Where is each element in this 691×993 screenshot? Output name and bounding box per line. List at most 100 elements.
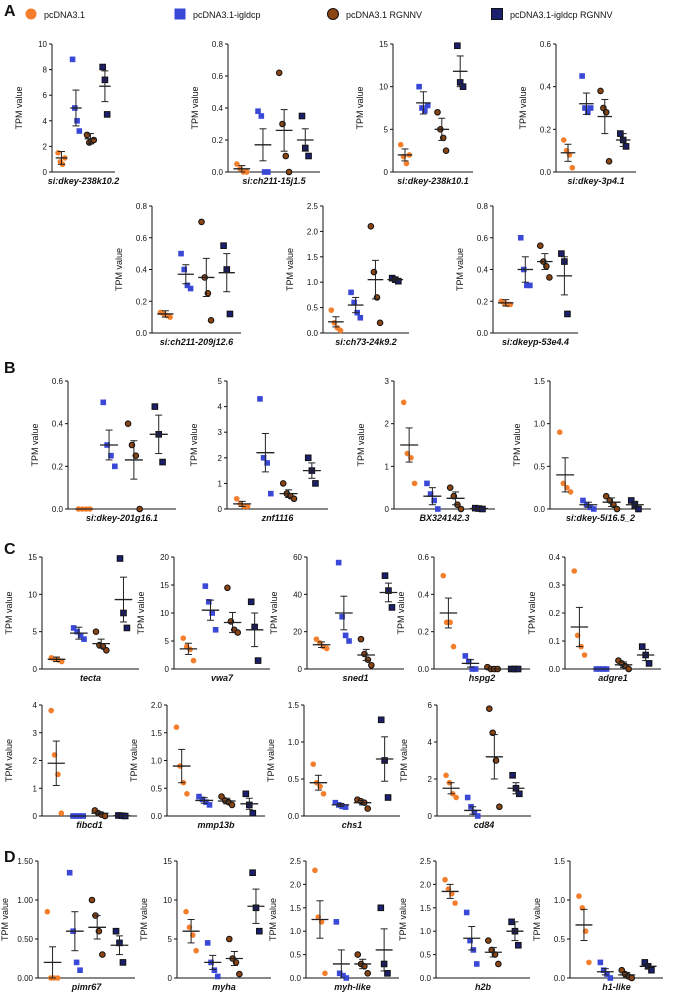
data-point xyxy=(604,971,610,977)
y-tick-label: 3 xyxy=(33,729,38,738)
y-tick-label: 1.0 xyxy=(151,757,163,766)
data-point xyxy=(55,150,61,156)
y-tick-label: 0.0 xyxy=(477,329,489,338)
data-point xyxy=(416,83,422,90)
series-group xyxy=(556,429,575,495)
y-tick-label: 0.0 xyxy=(52,505,64,514)
data-point xyxy=(556,429,563,436)
y-tick-label: 6 xyxy=(43,91,48,100)
series-group xyxy=(233,495,252,510)
y-tick-label: 0.0 xyxy=(420,974,432,983)
data-point xyxy=(602,108,610,116)
series-group xyxy=(245,598,264,664)
y-tick-label: 1.5 xyxy=(151,729,163,738)
y-tick-label: 0.4 xyxy=(212,104,224,113)
gene-label: si:dkeyp-53e4.4 xyxy=(502,337,569,347)
y-tick-label: 0.0 xyxy=(534,505,546,514)
y-axis-label: TPM value xyxy=(266,739,276,782)
data-point xyxy=(560,137,567,143)
data-point xyxy=(342,632,349,639)
data-point xyxy=(638,643,646,650)
data-point xyxy=(312,867,318,874)
panel-label: D xyxy=(4,849,16,866)
data-point xyxy=(427,491,434,497)
data-point xyxy=(298,112,306,120)
y-tick-label: 15 xyxy=(160,581,169,590)
panel-label: A xyxy=(4,3,16,20)
data-point xyxy=(443,772,449,779)
data-point xyxy=(581,652,588,658)
data-point xyxy=(167,314,173,320)
y-tick-label: 0.0 xyxy=(212,168,224,177)
panel-label: B xyxy=(4,360,16,377)
y-tick-label: 0.6 xyxy=(212,72,224,81)
y-tick-label: 0.5 xyxy=(554,935,566,944)
y-tick-label: 2 xyxy=(385,420,390,429)
y-tick-label: 0.8 xyxy=(477,202,489,211)
data-point xyxy=(579,73,585,79)
data-point xyxy=(193,947,199,954)
series-group xyxy=(615,130,631,150)
series-group xyxy=(618,966,636,982)
y-tick-label: 0 xyxy=(298,665,303,674)
gene-label: si:dkey-201g16.1 xyxy=(86,513,158,523)
y-tick-label: 0.0 xyxy=(418,665,430,674)
y-tick-label: 0.4 xyxy=(477,266,489,275)
y-tick-label: 1.00 xyxy=(17,896,33,905)
data-point xyxy=(54,975,61,981)
series-group xyxy=(113,812,131,820)
y-tick-label: 2 xyxy=(218,454,223,463)
data-point xyxy=(249,809,257,817)
series-group xyxy=(347,289,364,321)
y-tick-label: 15 xyxy=(28,553,37,562)
data-point xyxy=(576,893,582,899)
series-group xyxy=(254,108,272,175)
y-tick-label: 1.0 xyxy=(534,420,546,429)
y-tick-label: 2.0 xyxy=(151,701,163,710)
series-group xyxy=(240,790,259,817)
data-point xyxy=(464,794,471,801)
series-group xyxy=(198,218,215,324)
data-point xyxy=(112,927,120,935)
chart-19: 0.0 0.5 1.0 1.5 TPM value chs1 xyxy=(266,701,400,830)
data-point xyxy=(463,909,470,916)
legend-marker xyxy=(25,8,37,20)
data-point xyxy=(336,970,343,977)
y-tick-label: 1 xyxy=(33,784,38,793)
y-tick-label: 0.2 xyxy=(540,125,552,134)
data-point xyxy=(112,463,118,470)
series-group xyxy=(309,761,328,797)
y-tick-label: 4 xyxy=(218,403,223,412)
data-point xyxy=(58,810,65,817)
y-tick-label: 0.2 xyxy=(418,628,430,637)
series-group xyxy=(275,69,293,176)
y-tick-label: 0.8 xyxy=(212,40,224,49)
data-point xyxy=(607,975,614,981)
chart-3: 0 5 10 15 TPM value si:dkey-238k10.1 xyxy=(355,40,473,186)
y-tick-label: 10 xyxy=(28,590,37,599)
y-tick-label: 0.3 xyxy=(549,581,561,590)
y-tick-label: 0 xyxy=(218,505,223,514)
chart-13: 0 5 10 15 20 TPM value vwa7 xyxy=(136,553,270,683)
chart-21: 0.00 0.50 1.00 1.50 TPM value pimr67 xyxy=(0,857,135,992)
data-point xyxy=(224,584,231,592)
series-group xyxy=(335,559,353,644)
data-point xyxy=(199,796,206,803)
data-point xyxy=(211,967,218,973)
y-tick-label: 1.0 xyxy=(554,896,566,905)
data-point xyxy=(76,128,83,134)
y-tick-label: 8 xyxy=(43,66,48,75)
gene-label: adgre1 xyxy=(598,673,628,683)
series-group xyxy=(596,959,614,981)
data-point xyxy=(310,761,317,767)
series-group xyxy=(225,935,243,978)
y-tick-label: 60 xyxy=(293,553,302,562)
y-tick-label: 5 xyxy=(33,628,38,637)
chart-1: 0 2 4 6 8 10 TPM value si:dkey-238k10.2 xyxy=(14,40,119,186)
series-group xyxy=(204,940,222,980)
data-point xyxy=(527,282,533,289)
legend-marker xyxy=(327,8,339,20)
data-point xyxy=(159,458,166,466)
data-point xyxy=(340,972,346,979)
data-point xyxy=(376,319,384,327)
